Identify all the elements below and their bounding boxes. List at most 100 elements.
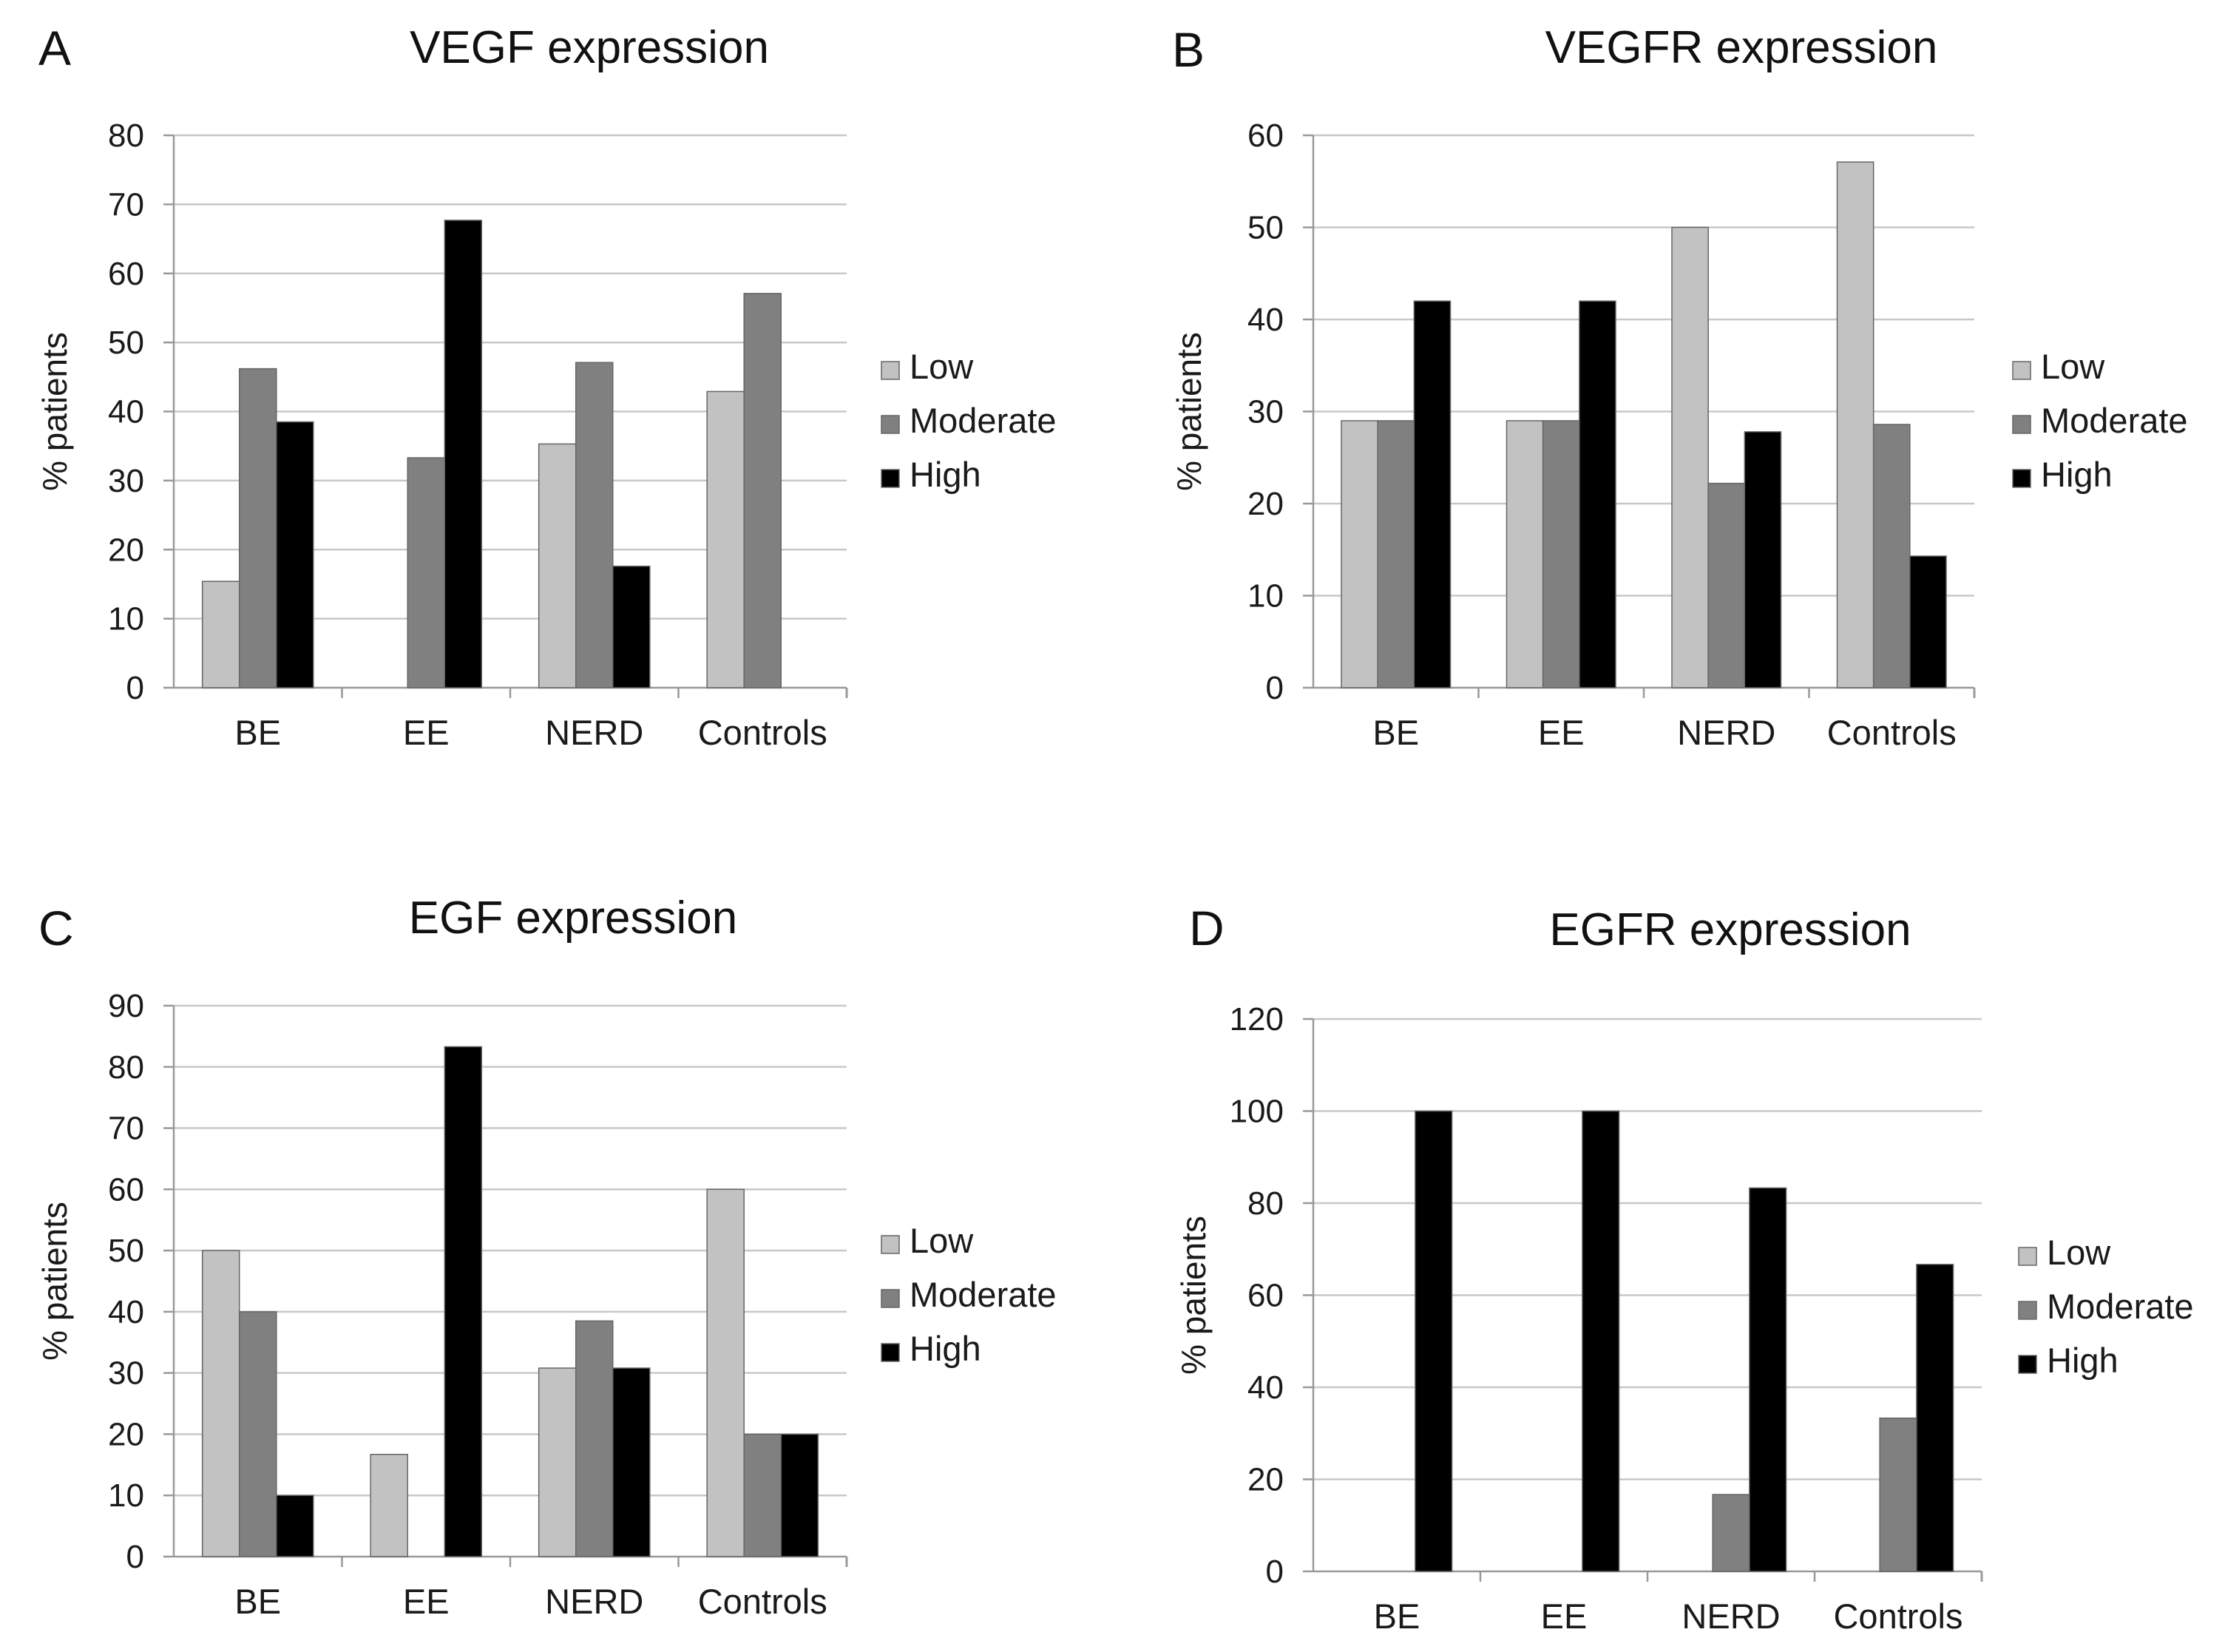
- chart-c-panel-label: C: [38, 901, 74, 955]
- chart-b-ytick-label: 50: [1247, 210, 1284, 246]
- chart-b-legend-swatch-high: [2012, 469, 2031, 488]
- chart-b-bar-high-nerd: [1744, 431, 1782, 688]
- chart-c: C EGF expression 0 10 20 30 40 50 60 70 80 90 % pati…: [35, 893, 1057, 1621]
- chart-b-legend-label-low: Low: [2041, 347, 2105, 386]
- chart-b-ytick-label: 40: [1247, 302, 1284, 338]
- chart-c-ylabel: % patients: [35, 1202, 74, 1361]
- chart-b-bar-low-ee: [1506, 420, 1544, 688]
- chart-d-category-label: EE: [1541, 1597, 1588, 1636]
- chart-d-bar-high-be: [1415, 1110, 1453, 1572]
- chart-d-panel-label: D: [1189, 901, 1225, 955]
- chart-b-bar-moderate-controls: [1872, 424, 1911, 688]
- chart-c-bar-high-ee: [444, 1046, 483, 1557]
- chart-a-bar-moderate-nerd: [575, 362, 614, 688]
- chart-c-bar-high-be: [276, 1494, 314, 1557]
- chart-c-ytick-label: 10: [108, 1477, 144, 1514]
- chart-c-bar-low-controls: [706, 1188, 745, 1557]
- chart-d-ytick-label: 120: [1230, 1001, 1284, 1037]
- chart-b-legend-swatch-low: [2012, 361, 2031, 380]
- chart-a-bar-low-nerd: [538, 443, 577, 688]
- chart-b-ytick-label: 0: [1266, 670, 1284, 706]
- chart-d-legend-swatch-high: [2018, 1355, 2037, 1374]
- chart-b-category-label: BE: [1372, 713, 1419, 752]
- chart-c-legend-label-high: High: [910, 1329, 981, 1368]
- chart-b-legend-swatch-moderate: [2012, 415, 2031, 434]
- chart-d-legend-label-high: High: [2047, 1341, 2119, 1380]
- chart-b-bar-low-controls: [1836, 161, 1875, 688]
- chart-d-bar-moderate-nerd: [1712, 1494, 1750, 1572]
- chart-a-ytick-label: 40: [108, 394, 144, 430]
- chart-b-bar-high-controls: [1909, 555, 1947, 688]
- chart-c-bar-high-controls: [780, 1433, 819, 1557]
- chart-d-ylabel: % patients: [1174, 1216, 1213, 1375]
- chart-c-legend-swatch-moderate: [881, 1289, 900, 1308]
- chart-a-bar-high-ee: [444, 220, 483, 688]
- chart-d-ytick-label: 0: [1266, 1554, 1284, 1590]
- chart-c-ytick-label: 70: [108, 1111, 144, 1147]
- chart-c-legend-label-moderate: Moderate: [910, 1275, 1057, 1314]
- chart-a-title: VEGF expression: [410, 22, 769, 73]
- chart-b-category-label: Controls: [1827, 713, 1957, 752]
- chart-d-ytick-label: 40: [1247, 1370, 1284, 1406]
- chart-c-title: EGF expression: [409, 893, 738, 944]
- chart-a-category-label: NERD: [545, 713, 643, 752]
- chart-a-ytick-label: 50: [108, 325, 144, 361]
- chart-b-bar-low-nerd: [1671, 226, 1709, 688]
- chart-c-bar-low-be: [201, 1250, 240, 1557]
- chart-d-bar-high-ee: [1582, 1110, 1620, 1572]
- chart-d-category-label: BE: [1374, 1597, 1420, 1636]
- chart-b-bar-moderate-nerd: [1707, 482, 1746, 688]
- chart-c-category-label: BE: [234, 1582, 281, 1621]
- chart-a-category-label: EE: [403, 713, 450, 752]
- chart-a-bar-moderate-controls: [743, 293, 782, 688]
- chart-a-bar-moderate-ee: [407, 457, 446, 688]
- chart-a-legend-swatch-high: [881, 469, 900, 488]
- chart-a-bar-low-controls: [706, 390, 745, 688]
- chart-b-bar-high-ee: [1579, 300, 1616, 688]
- chart-c-legend-swatch-low: [881, 1235, 900, 1254]
- chart-c-category-label: Controls: [698, 1582, 827, 1621]
- chart-b-ytick-label: 30: [1247, 394, 1284, 430]
- chart-b-ylabel: % patients: [1170, 332, 1208, 491]
- chart-c-bar-moderate-be: [238, 1311, 277, 1557]
- chart-a-legend-swatch-low: [881, 361, 900, 380]
- chart-a-ytick-label: 60: [108, 256, 144, 292]
- chart-c-ytick-label: 0: [126, 1539, 144, 1575]
- chart-b-bar-low-be: [1341, 420, 1378, 688]
- chart-a-bar-moderate-be: [238, 368, 277, 688]
- chart-b-bar-moderate-ee: [1542, 420, 1580, 688]
- chart-a-legend-label-high: High: [910, 455, 981, 494]
- chart-c-ytick-label: 80: [108, 1049, 144, 1086]
- chart-d-ytick-label: 20: [1247, 1462, 1284, 1498]
- chart-d-ytick-label: 80: [1247, 1185, 1284, 1222]
- chart-d-legend-label-low: Low: [2047, 1233, 2111, 1272]
- chart-d-legend-swatch-moderate: [2018, 1301, 2037, 1320]
- chart-c-ytick-label: 30: [108, 1355, 144, 1392]
- chart-c-bar-moderate-controls: [743, 1433, 782, 1557]
- chart-d-ytick-label: 100: [1230, 1094, 1284, 1130]
- chart-c-ytick-label: 40: [108, 1294, 144, 1330]
- chart-a: A VEGF expression 0 10 20 30 40 50 60 70 80 % patie…: [35, 21, 1057, 752]
- chart-a-ytick-label: 20: [108, 532, 144, 568]
- chart-b-category-label: EE: [1538, 713, 1585, 752]
- chart-d-bar-moderate-controls: [1879, 1417, 1917, 1572]
- chart-a-ytick-label: 70: [108, 186, 144, 223]
- chart-a-legend-label-moderate: Moderate: [910, 401, 1057, 440]
- chart-b-ytick-label: 10: [1247, 578, 1284, 615]
- chart-c-ytick-label: 90: [108, 988, 144, 1024]
- chart-c-bar-high-nerd: [612, 1367, 651, 1557]
- chart-a-ytick-label: 30: [108, 463, 144, 499]
- chart-d: D EGFR expression 0 20 40 60 80 100 120 % patient…: [1174, 901, 2194, 1636]
- chart-c-bar-low-nerd: [538, 1367, 577, 1557]
- chart-a-bar-high-nerd: [612, 565, 651, 688]
- chart-c-bar-moderate-nerd: [575, 1320, 614, 1557]
- chart-b-title: VEGFR expression: [1545, 22, 1938, 73]
- chart-a-ytick-label: 10: [108, 601, 144, 637]
- chart-a-category-label: Controls: [698, 713, 827, 752]
- chart-b-legend-label-high: High: [2041, 455, 2113, 494]
- chart-c-ytick-label: 60: [108, 1171, 144, 1208]
- chart-a-ytick-label: 0: [126, 670, 144, 706]
- chart-d-legend-swatch-low: [2018, 1247, 2037, 1266]
- chart-a-category-label: BE: [234, 713, 281, 752]
- chart-a-legend-swatch-moderate: [881, 415, 900, 434]
